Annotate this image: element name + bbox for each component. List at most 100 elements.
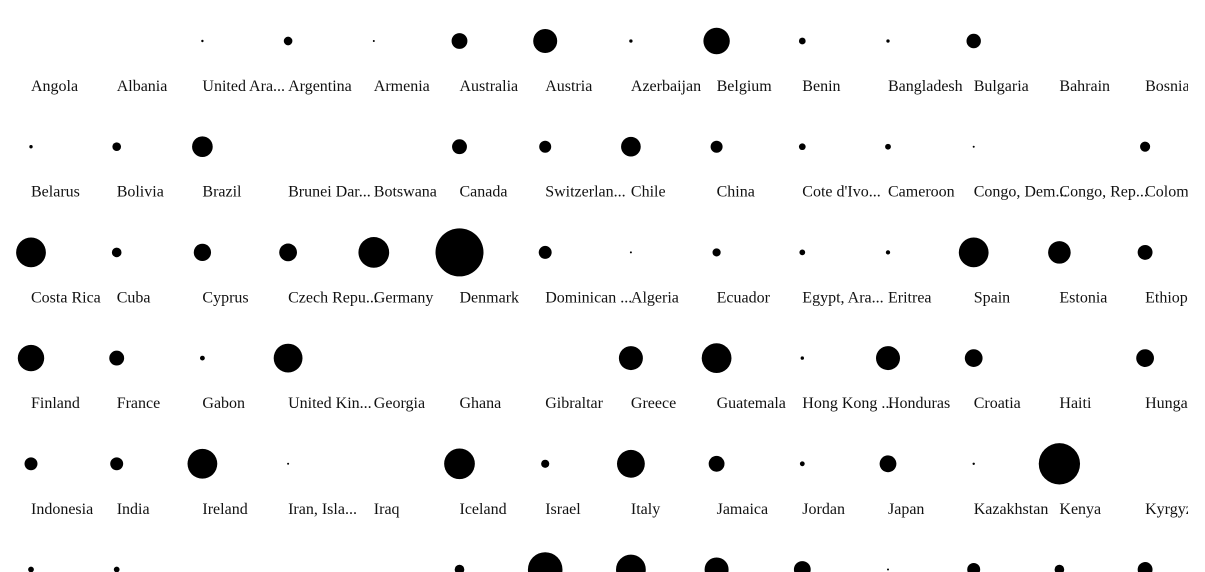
country-cell: Angola	[31, 78, 78, 95]
country-label: Iceland	[460, 501, 507, 518]
country-dot	[703, 27, 730, 55]
country-label: Israel	[545, 501, 581, 518]
country-label: Ghana	[460, 395, 502, 412]
country-label: Gabon	[202, 395, 245, 412]
country-dot	[538, 245, 552, 259]
country-dot	[704, 557, 729, 572]
country-label: Gibraltar	[545, 395, 603, 412]
country-cell: United Ara...	[201, 39, 285, 95]
country-label: Congo, Dem...	[974, 184, 1068, 201]
country-label: Bulgaria	[974, 78, 1029, 95]
country-label: Kyrgyz	[1145, 501, 1193, 518]
country-label: Hunga	[1145, 395, 1188, 412]
country-cell: Iraq	[374, 501, 400, 518]
country-cell	[1054, 564, 1065, 572]
country-dot	[886, 39, 890, 43]
country-cell: Bulgaria	[966, 33, 1029, 95]
country-cell: Kenya	[1038, 443, 1101, 518]
country-dot	[618, 346, 643, 371]
country-cell: Denmark	[435, 228, 520, 306]
country-cell	[527, 552, 563, 572]
country-label: Canada	[460, 184, 508, 201]
country-cell: Botswana	[374, 184, 437, 201]
country-dot	[539, 140, 552, 153]
country-dot	[708, 455, 725, 472]
country-cell: Jamaica	[708, 455, 768, 518]
country-label: Bangladesh	[888, 78, 963, 95]
country-dot	[541, 459, 550, 468]
country-dot	[372, 40, 375, 42]
country-dot	[201, 39, 204, 43]
country-cell	[616, 554, 646, 572]
country-label: Austria	[545, 78, 592, 95]
country-dot	[527, 552, 563, 572]
country-cell: Argentina	[283, 36, 352, 95]
country-label: United Ara...	[202, 78, 285, 95]
country-cell: Azerbaijan	[629, 39, 701, 95]
country-cell: China	[710, 140, 755, 201]
country-cell: Estonia	[1048, 241, 1107, 306]
country-cell: Armenia	[372, 40, 430, 95]
country-dot	[273, 343, 303, 373]
country-dot	[967, 563, 981, 572]
country-label: Switzerlan...	[545, 184, 625, 201]
country-cell: India	[110, 457, 150, 518]
country-dot	[29, 145, 33, 149]
dot-grid-cells: Angola Albania United Ara... Argentina Armen…	[16, 27, 1193, 572]
country-label: India	[117, 501, 150, 518]
country-dot	[444, 448, 475, 480]
country-dot	[193, 243, 212, 262]
country-label: Denmark	[460, 289, 520, 306]
country-dot	[629, 251, 632, 254]
country-cell: Iran, Isla...	[287, 462, 357, 518]
country-dot	[17, 344, 45, 372]
country-label: Estonia	[1059, 289, 1107, 306]
country-cell: Czech Repu...	[279, 243, 378, 306]
country-label: France	[117, 395, 161, 412]
country-dot	[110, 457, 124, 471]
country-dot	[885, 143, 891, 150]
country-dot	[287, 462, 290, 465]
country-label: Cote d'Ivo...	[802, 184, 880, 201]
country-cell: Gibraltar	[545, 395, 603, 412]
country-cell: Costa Rica	[16, 237, 101, 306]
country-label: Costa Rica	[31, 289, 101, 306]
country-cell: Greece	[618, 346, 676, 412]
country-cell	[967, 563, 981, 572]
country-dot	[876, 346, 900, 371]
country-label: Cameroon	[888, 184, 955, 201]
country-cell: Bahrain	[1059, 78, 1110, 95]
country-cell	[28, 566, 34, 572]
country-cell: Japan	[879, 455, 924, 518]
country-dot	[616, 449, 645, 478]
country-dot	[621, 136, 641, 157]
country-label: Iraq	[374, 501, 400, 518]
country-dot	[109, 350, 125, 366]
country-cell: Hong Kong ...	[800, 356, 893, 412]
country-label: Iran, Isla...	[288, 501, 357, 518]
country-cell: Ethiop	[1137, 244, 1188, 306]
country-label: Bosnia	[1145, 78, 1189, 95]
country-dot	[616, 554, 646, 572]
country-label: Benin	[802, 78, 840, 95]
country-cell: Cameroon	[885, 143, 955, 201]
country-dot	[1048, 241, 1071, 264]
country-cell: Switzerlan...	[539, 140, 626, 201]
country-cell: Jordan	[799, 461, 845, 518]
country-dot	[879, 455, 897, 473]
country-label: Georgia	[374, 395, 425, 412]
country-dot	[1137, 244, 1153, 260]
country-label: Angola	[31, 78, 78, 95]
country-dot	[964, 349, 983, 367]
country-label: Ecuador	[717, 289, 771, 306]
country-cell: Cyprus	[193, 243, 249, 306]
country-cell: Congo, Dem...	[972, 145, 1068, 201]
country-label: Hong Kong ...	[802, 395, 893, 412]
country-label: Azerbaijan	[631, 78, 701, 95]
country-dot	[28, 566, 34, 572]
country-label: United Kin...	[288, 395, 372, 412]
country-dot	[799, 461, 805, 467]
country-label: Czech Repu...	[288, 289, 378, 306]
